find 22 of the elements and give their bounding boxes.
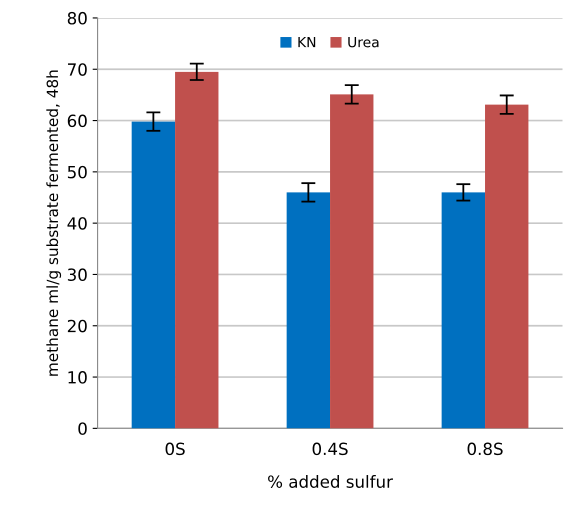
y-tick-label: 40 [67, 217, 87, 230]
y-tick-label: 20 [68, 320, 87, 332]
x-axis-title: % added sulfur [268, 475, 393, 488]
legend-label: KN [298, 37, 316, 48]
x-tick-label: 0.4S [312, 442, 348, 456]
y-axis-title: methane ml/g substrate fermented, 48h [46, 70, 62, 376]
bar [330, 94, 374, 428]
y-tick-label: 80 [68, 12, 87, 25]
bar [442, 192, 486, 428]
legend-label: Urea [348, 37, 378, 48]
y-tick-label: 30 [68, 268, 87, 282]
y-tick-label: 0 [78, 422, 87, 435]
bar [175, 72, 218, 428]
y-tick-label: 70 [68, 63, 87, 76]
bar [132, 122, 176, 428]
bar [286, 192, 330, 428]
bar [485, 104, 528, 428]
x-tick-label: 0.8S [468, 442, 503, 456]
x-tick-label: 0S [166, 442, 185, 456]
y-tick-label: 10 [68, 371, 87, 384]
y-tick-label: 50 [68, 166, 87, 178]
y-tick-label: 60 [68, 114, 87, 128]
